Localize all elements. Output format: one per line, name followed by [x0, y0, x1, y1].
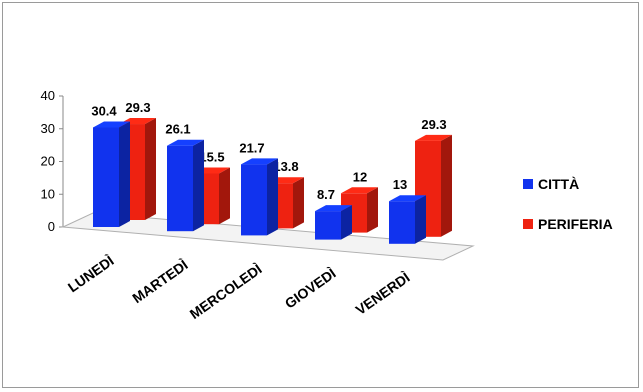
- data-label: 13: [393, 177, 407, 192]
- chart-floor: [61, 212, 475, 261]
- category-label: VENERDÌ: [353, 269, 413, 318]
- periferia-bar-3-side: [367, 187, 378, 233]
- data-label: 21.7: [239, 140, 264, 155]
- y-tick-label: 40: [41, 88, 55, 103]
- legend-label-periferia: PERIFERIA: [538, 216, 613, 232]
- citta-bar-1-front: [167, 145, 193, 232]
- citta-bar-1-side: [193, 139, 204, 232]
- data-label: 12: [353, 169, 367, 184]
- chart-frame: 0 10 20 30 40 29.3 30.4 LUNEDÌ 15.5 26.1 MARTEDÌ 13…: [2, 2, 639, 388]
- y-tick-label: 0: [48, 219, 55, 234]
- category-label: GIOVEDÌ: [282, 265, 339, 312]
- data-label: 15.5: [199, 149, 224, 164]
- y-tick-label: 10: [41, 186, 55, 201]
- category-label: MERCOLEDÌ: [187, 261, 265, 322]
- legend-swatch-periferia: [523, 219, 533, 229]
- periferia-bar-4-top: [415, 134, 452, 141]
- y-tick-label: 30: [41, 121, 55, 136]
- legend-swatch-citta: [523, 179, 533, 189]
- citta-bar-1-top: [167, 139, 204, 146]
- category-label: LUNEDÌ: [65, 252, 117, 295]
- citta-bar-2-top: [241, 158, 278, 165]
- data-label: 13.8: [273, 159, 298, 174]
- data-label: 29.3: [421, 117, 446, 132]
- bar-chart: 0 10 20 30 40 29.3 30.4 LUNEDÌ 15.5 26.1 MARTEDÌ 13…: [41, 88, 613, 322]
- data-label: 29.3: [125, 100, 150, 115]
- legend-label-citta: CITTÀ: [538, 176, 579, 192]
- citta-bar-2-side: [267, 158, 278, 236]
- data-label: 26.1: [165, 122, 190, 137]
- data-label: 30.4: [91, 103, 117, 118]
- citta-bar-2-front: [241, 164, 267, 236]
- citta-bar-3-front: [315, 211, 341, 240]
- citta-bar-0-front: [93, 127, 119, 227]
- citta-bar-4-front: [389, 201, 415, 244]
- citta-bar-4-side: [415, 195, 426, 244]
- category-label: MARTEDÌ: [129, 256, 191, 306]
- citta-bar-0-top: [93, 121, 130, 128]
- y-tick-label: 20: [41, 154, 55, 169]
- citta-bar-0-side: [119, 121, 130, 227]
- periferia-bar-4-side: [441, 134, 452, 237]
- citta-bar-3-top: [315, 205, 352, 212]
- periferia-bar-2-side: [293, 177, 304, 229]
- data-label: 8.7: [317, 187, 335, 202]
- citta-bar-4-top: [389, 195, 426, 202]
- citta-bar-3-side: [341, 205, 352, 240]
- periferia-bar-1-side: [219, 167, 230, 225]
- periferia-bar-0-side: [145, 118, 156, 220]
- periferia-bar-3-top: [341, 187, 378, 194]
